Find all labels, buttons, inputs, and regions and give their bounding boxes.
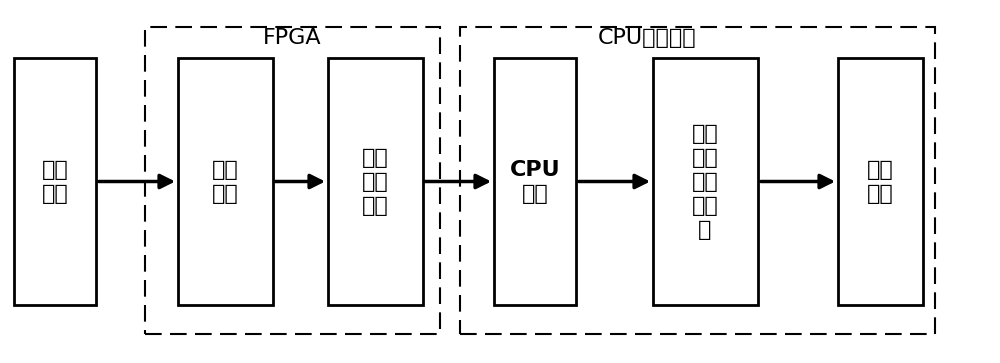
Text: 采集
数据
存储: 采集 数据 存储: [362, 147, 388, 216]
Text: 数字
通道: 数字 通道: [42, 159, 68, 204]
Text: FPGA: FPGA: [263, 28, 322, 48]
Bar: [652, 58, 758, 305]
Bar: [838, 58, 922, 305]
Bar: [328, 58, 422, 305]
Bar: [14, 58, 96, 305]
Bar: [178, 58, 272, 305]
Bar: [460, 27, 935, 334]
Bar: [145, 27, 440, 334]
Text: CPU应用软件: CPU应用软件: [598, 28, 697, 48]
Bar: [494, 58, 576, 305]
Text: CPU
内存: CPU 内存: [510, 159, 560, 204]
Text: 送显
屏幕: 送显 屏幕: [867, 159, 893, 204]
Text: 采样
点与
像素
点转
换: 采样 点与 像素 点转 换: [692, 123, 718, 240]
Text: 数据
采集: 数据 采集: [212, 159, 238, 204]
